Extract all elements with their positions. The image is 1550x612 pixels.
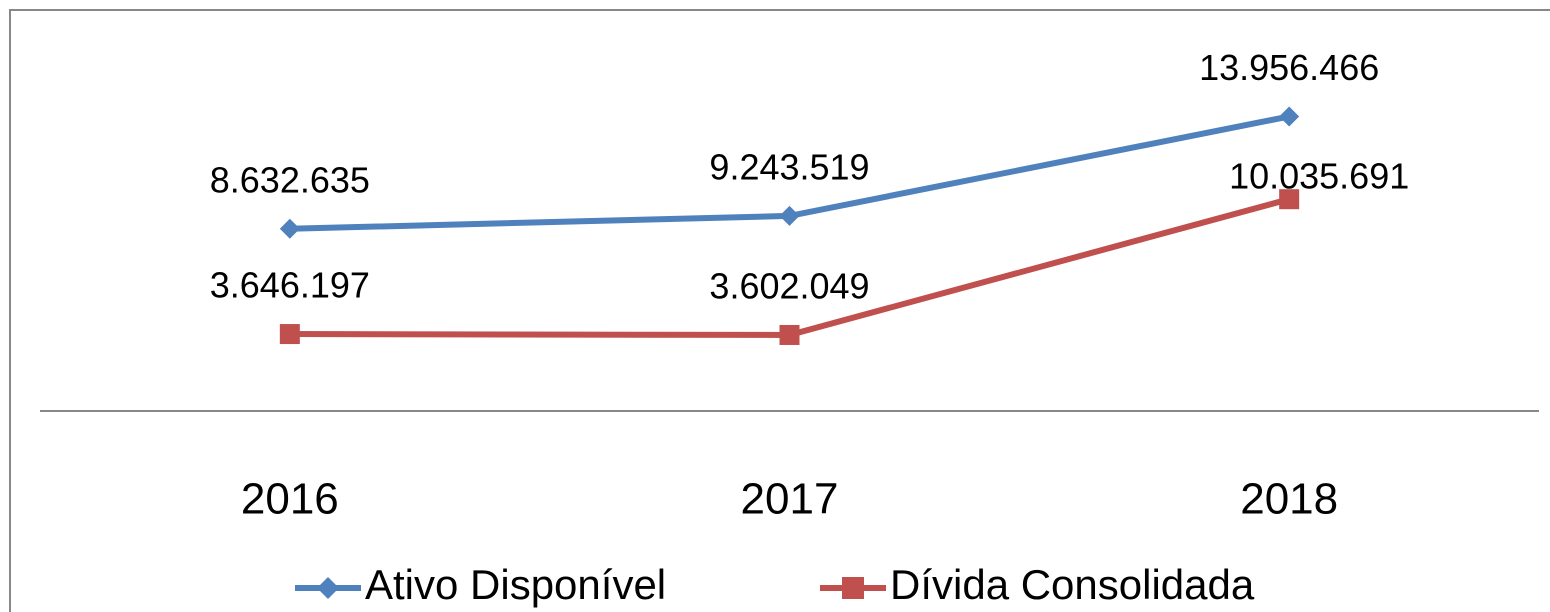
legend-label: Ativo Disponível — [365, 561, 666, 608]
x-tick-label: 2018 — [1240, 475, 1338, 524]
x-tick-label: 2017 — [741, 475, 839, 524]
marker — [279, 324, 300, 345]
data-label: 9.243.519 — [709, 146, 869, 187]
legend-label: Dívida Consolidada — [890, 561, 1255, 608]
marker — [779, 324, 800, 345]
marker — [1279, 106, 1300, 127]
marker — [1279, 189, 1300, 210]
data-label: 3.602.049 — [709, 265, 869, 306]
chart-border — [9, 9, 1550, 612]
data-label: 3.646.197 — [210, 265, 370, 306]
data-label: 13.956.466 — [1199, 47, 1379, 88]
marker — [279, 218, 300, 239]
x-tick-label: 2016 — [241, 475, 339, 524]
legend-marker — [842, 577, 864, 599]
data-label: 8.632.635 — [210, 159, 370, 200]
data-label: 10.035.691 — [1229, 156, 1409, 197]
marker — [779, 205, 800, 226]
legend-marker — [317, 577, 339, 599]
